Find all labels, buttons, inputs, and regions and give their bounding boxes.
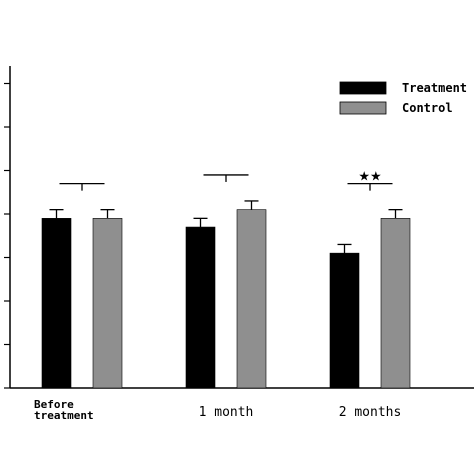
x-tick-label: Before	[34, 398, 74, 411]
legend-label-treatment: Treatment	[402, 81, 467, 95]
bar-control-1	[92, 218, 123, 389]
legend-swatch-treatment	[339, 81, 387, 95]
bars	[41, 200, 411, 389]
legend: Treatment Control	[339, 81, 467, 115]
significance-label: ★★	[358, 170, 381, 185]
x-tick-label: treatment	[34, 409, 94, 422]
bar-treatment-1	[41, 218, 72, 389]
significance-brackets: ★★	[59, 170, 393, 191]
legend-swatch-control	[339, 101, 387, 115]
bar-treatment-2	[185, 226, 216, 389]
bar-control-3	[380, 218, 411, 389]
bar-control-2	[236, 209, 267, 389]
legend-label-control: Control	[402, 101, 453, 115]
bar-treatment-3	[329, 252, 360, 389]
x-tick-label: 2 months	[339, 405, 402, 420]
x-tick-label: 1 month	[199, 405, 254, 420]
